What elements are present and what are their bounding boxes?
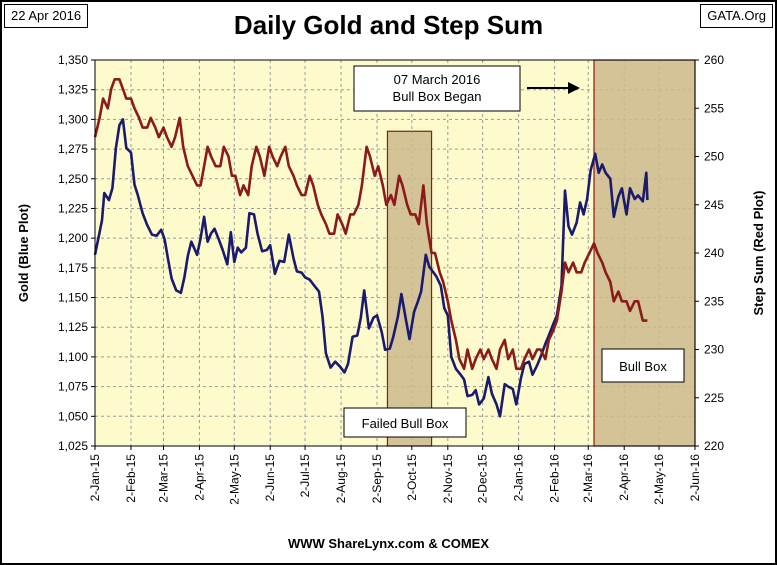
failed-bull-box-label: Failed Bull Box — [362, 416, 449, 431]
y-right-tick-label: 250 — [704, 150, 724, 164]
y-left-tick-label: 1,200 — [58, 231, 88, 245]
y-left-tick-label: 1,100 — [58, 350, 88, 364]
y-right-tick-label: 225 — [704, 391, 724, 405]
bull-box-label: Bull Box — [619, 359, 667, 374]
x-tick-label: 2-Jun-15 — [263, 454, 277, 502]
x-tick-label: 2-Mar-15 — [156, 454, 170, 503]
bull-box-began-text: Bull Box Began — [393, 89, 482, 104]
date-label: 22 Apr 2016 — [4, 4, 89, 28]
x-tick-label: 2-Feb-15 — [124, 454, 138, 503]
x-tick-label: 2-Dec-15 — [476, 454, 490, 504]
y-right-axis-title: Step Sum (Red Plot) — [751, 191, 766, 316]
y-right-tick-label: 240 — [704, 246, 724, 260]
x-tick-label: 2-Apr-16 — [617, 454, 631, 501]
chart-title: Daily Gold and Step Sum — [233, 10, 544, 40]
y-right-tick-label: 220 — [704, 439, 724, 453]
x-tick-label: 2-Apr-15 — [192, 454, 206, 501]
y-left-tick-label: 1,025 — [58, 439, 88, 453]
y-right-tick-label: 235 — [704, 294, 724, 308]
x-tick-label: 2-Jan-16 — [512, 454, 526, 502]
y-left-tick-label: 1,325 — [58, 83, 88, 97]
y-left-tick-label: 1,300 — [58, 112, 88, 126]
x-tick-label: 2-Nov-15 — [441, 454, 455, 504]
y-right-tick-label: 245 — [704, 198, 724, 212]
y-right-tick-label: 255 — [704, 101, 724, 115]
y-left-tick-label: 1,050 — [58, 409, 88, 423]
y-right-tick-label: 230 — [704, 343, 724, 357]
y-left-tick-label: 1,150 — [58, 291, 88, 305]
step-sum-line — [93, 78, 648, 371]
x-tick-label: 2-May-16 — [652, 454, 666, 505]
y-left-tick-label: 1,275 — [58, 142, 88, 156]
x-tick-label: 2-Aug-15 — [334, 454, 348, 504]
y-left-tick-label: 1,075 — [58, 380, 88, 394]
bull-box-began-callout — [353, 65, 521, 112]
callout-arrow-head — [568, 82, 580, 94]
x-tick-label: 2-Sep-15 — [370, 454, 384, 504]
y-left-tick-label: 1,125 — [58, 320, 88, 334]
x-tick-label: 2-Jun-16 — [688, 454, 702, 502]
x-tick-label: 2-Feb-16 — [548, 454, 562, 503]
y-right-tick-label: 260 — [704, 53, 724, 67]
y-left-tick-label: 1,350 — [58, 53, 88, 67]
source-label: GATA.Org — [700, 4, 773, 28]
y-left-tick-label: 1,225 — [58, 201, 88, 215]
bull-box-began-text: 07 March 2016 — [394, 72, 481, 87]
x-tick-label: 2-Jan-15 — [88, 454, 102, 502]
bull-box-label-box — [601, 348, 685, 383]
y-left-tick-label: 1,250 — [58, 172, 88, 186]
footer-credit: WWW ShareLynx.com & COMEX — [287, 536, 490, 551]
x-tick-label: 2-May-15 — [227, 454, 241, 505]
bull-box-region — [593, 59, 696, 447]
y-left-tick-label: 1,175 — [58, 261, 88, 275]
x-tick-label: 2-Mar-16 — [581, 454, 595, 503]
x-tick-label: 2-Jul-15 — [298, 454, 312, 498]
failed-bull-box-region — [386, 130, 433, 447]
y-left-axis-title: Gold (Blue Plot) — [16, 204, 31, 302]
x-tick-label: 2-Oct-15 — [405, 454, 419, 501]
failed-bull-box-label-box — [343, 407, 467, 438]
